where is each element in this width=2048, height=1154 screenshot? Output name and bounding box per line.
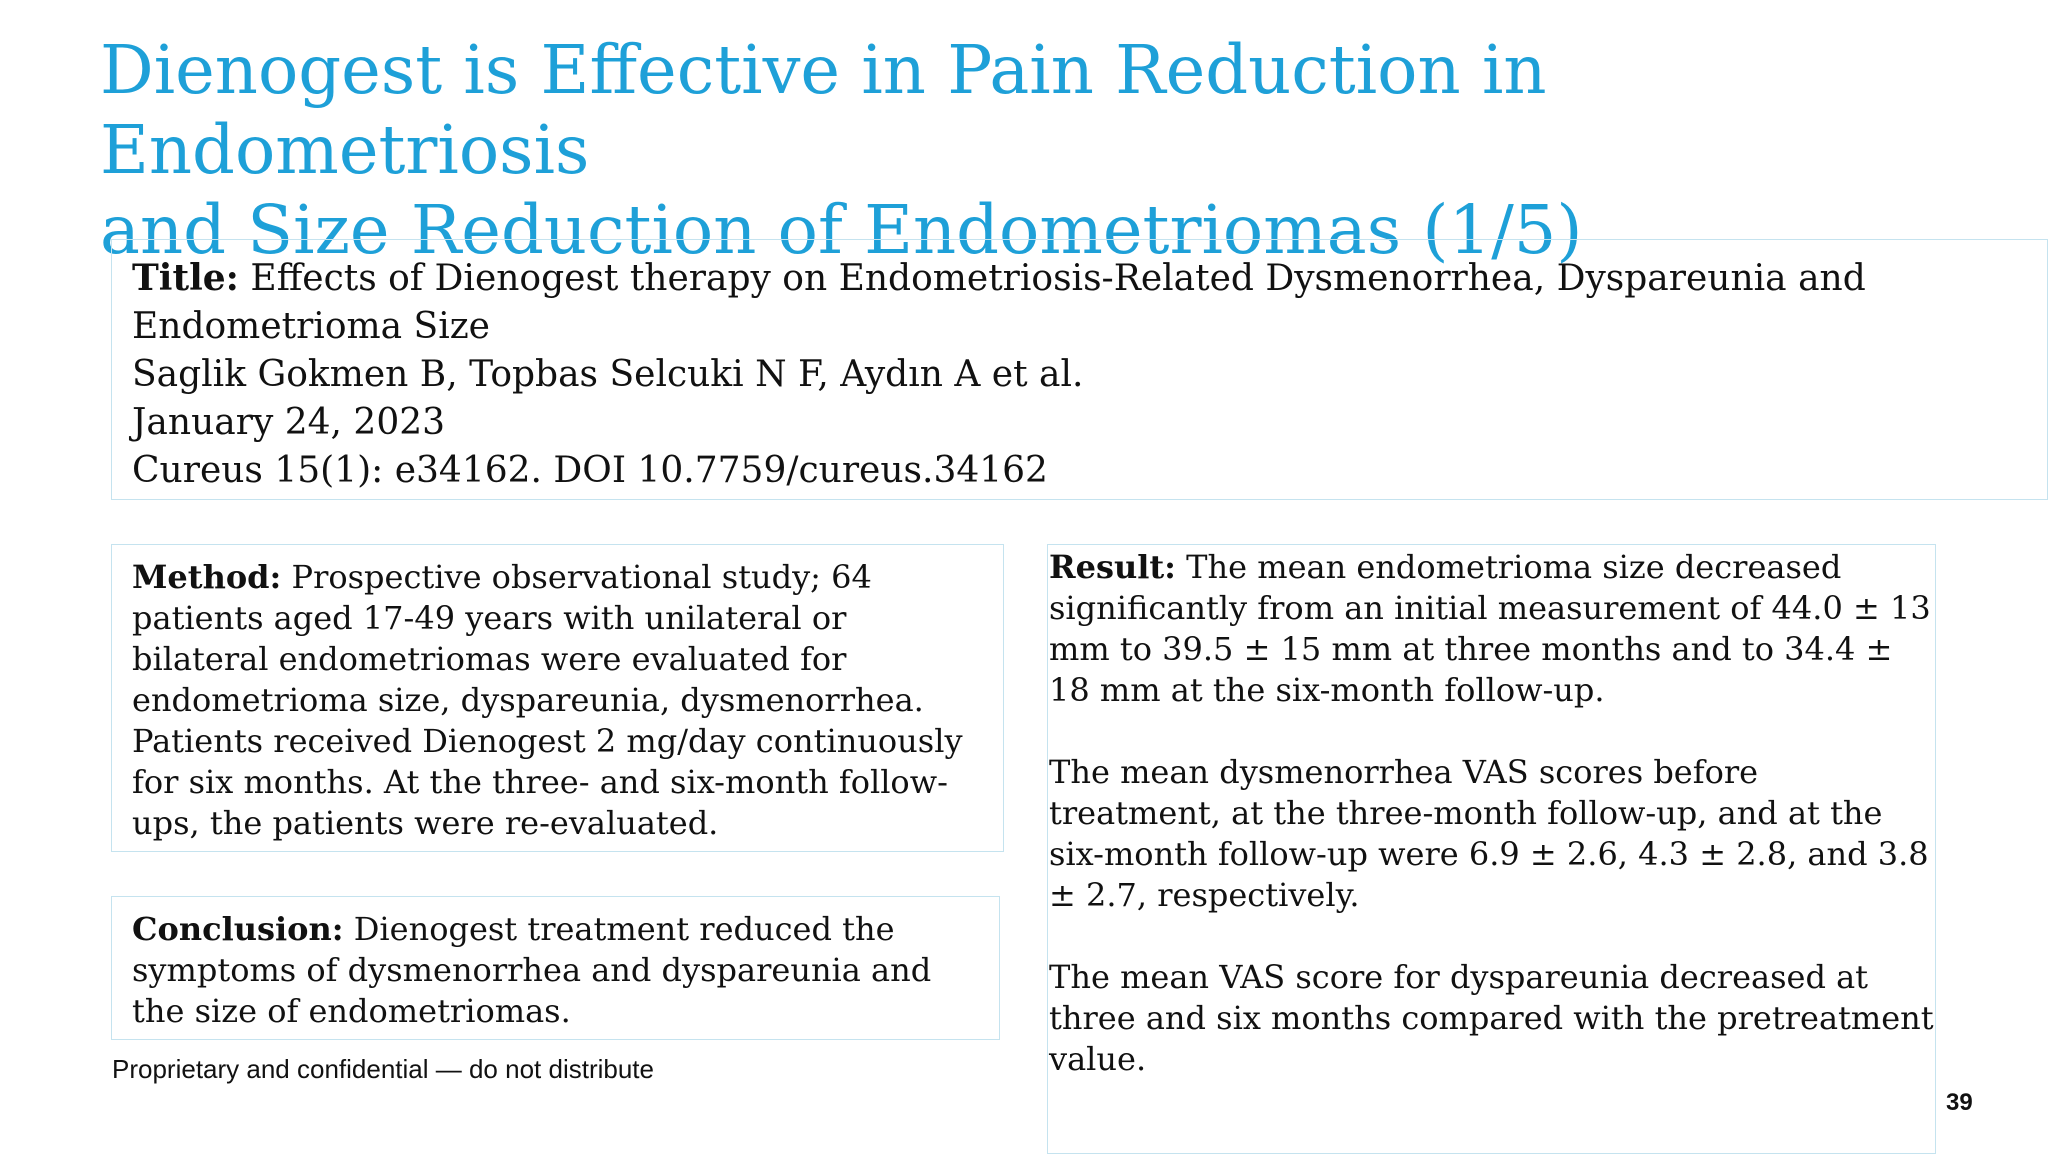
result-label: Result: [1049, 548, 1176, 586]
slide-title-line-1: Dienogest is Effective in Pain Reduction… [100, 31, 1547, 189]
conclusion-box: Conclusion: Dienogest treatment reduced … [111, 896, 1000, 1040]
result-paragraph-3: The mean VAS score for dyspareunia decre… [1049, 958, 1934, 1078]
result-paragraph-2: The mean dysmenorrhea VAS scores before … [1049, 753, 1929, 914]
method-paragraph-2: Patients received Dienogest 2 mg/day con… [132, 722, 963, 842]
method-text-1: Prospective observational study; 64 pati… [132, 558, 924, 719]
confidential-footer: Proprietary and confidential — do not di… [112, 1054, 654, 1084]
study-title-label: Title: [132, 257, 239, 299]
result-paragraph-1: Result: The mean endometrioma size decre… [1049, 547, 1934, 711]
result-text-1: The mean endometrioma size decreased sig… [1049, 548, 1931, 709]
method-paragraph-1: Method: Prospective observational study;… [132, 557, 983, 721]
study-title-text: Effects of Dienogest therapy on Endometr… [132, 258, 1866, 347]
conclusion-text: Dienogest treatment reduced the symptoms… [132, 910, 932, 1030]
study-info-box: Title: Effects of Dienogest therapy on E… [111, 239, 2048, 500]
slide-title: Dienogest is Effective in Pain Reduction… [100, 30, 2020, 270]
slide-title-line-2: and Size Reduction of Endometriomas (1/5… [100, 191, 1583, 269]
conclusion-label: Conclusion: [132, 910, 344, 948]
study-citation: Cureus 15(1): e34162. DOI 10.7759/cureus… [132, 450, 1048, 491]
page-number: 39 [1946, 1089, 1973, 1116]
result-box: Result: The mean endometrioma size decre… [1047, 544, 1936, 1154]
study-title: Title: Effects of Dienogest therapy on E… [132, 254, 2027, 351]
method-box: Method: Prospective observational study;… [111, 544, 1004, 852]
study-authors: Saglik Gokmen B, Topbas Selcuki N F, Ayd… [132, 354, 1084, 395]
study-date: January 24, 2023 [132, 402, 446, 443]
method-label: Method: [132, 558, 282, 596]
